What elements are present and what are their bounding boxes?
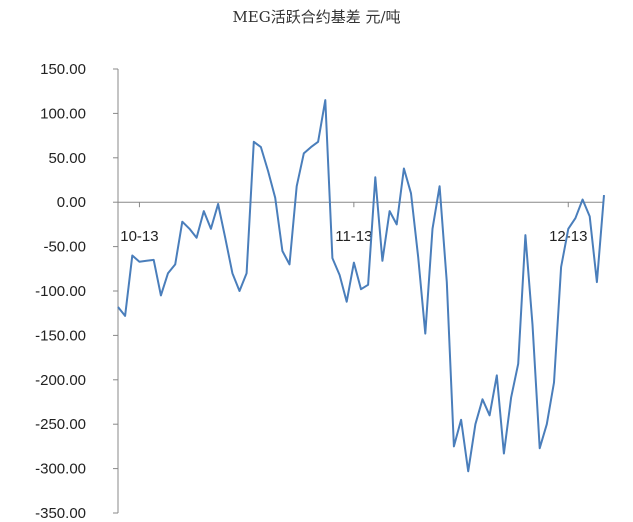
data-point: [489, 414, 491, 416]
data-point: [303, 152, 305, 154]
data-point: [467, 470, 469, 472]
data-point: [446, 281, 448, 283]
data-point: [381, 260, 383, 262]
x-tick-label: 10-13: [120, 228, 158, 245]
data-point: [567, 228, 569, 230]
data-point: [360, 288, 362, 290]
data-point: [210, 228, 212, 230]
data-point: [324, 99, 326, 101]
data-point: [296, 185, 298, 187]
data-point: [496, 374, 498, 376]
data-point: [260, 146, 262, 148]
data-point: [188, 228, 190, 230]
data-point: [403, 167, 405, 169]
data-point: [389, 210, 391, 212]
data-point: [289, 263, 291, 265]
data-point: [574, 217, 576, 219]
data-point: [417, 256, 419, 258]
y-tick-label: -300.00: [35, 461, 86, 478]
data-point: [124, 315, 126, 317]
data-point: [510, 397, 512, 399]
data-point: [203, 210, 205, 212]
data-point: [281, 250, 283, 252]
data-point: [431, 228, 433, 230]
data-point: [374, 176, 376, 178]
data-point: [560, 266, 562, 268]
data-point: [231, 272, 233, 274]
data-point: [546, 423, 548, 425]
data-point: [196, 237, 198, 239]
y-tick-label: 100.00: [40, 105, 86, 122]
data-point: [339, 274, 341, 276]
y-tick-label: 0.00: [57, 194, 86, 211]
y-tick-label: -50.00: [43, 239, 86, 256]
chart-title: MEG活跃合约基差 元/吨: [232, 8, 401, 26]
data-point: [424, 333, 426, 335]
data-point: [517, 363, 519, 365]
data-point: [582, 199, 584, 201]
data-point: [274, 197, 276, 199]
x-tick-label: 11-13: [335, 228, 372, 245]
data-point: [346, 301, 348, 303]
y-axis: 150.00 100.00 50.00 0.00 -50.00 -100.00 -150.0…: [35, 61, 119, 522]
data-point: [453, 445, 455, 447]
y-tick-label: -250.00: [35, 416, 86, 433]
data-point: [396, 223, 398, 225]
data-point: [410, 192, 412, 194]
y-tick-label: -200.00: [35, 372, 86, 389]
data-point: [474, 423, 476, 425]
data-point: [367, 284, 369, 286]
y-tick-label: 50.00: [48, 150, 86, 167]
x-tick-label: 12-13: [549, 228, 587, 245]
data-point: [539, 447, 541, 449]
series-line: [117, 99, 605, 473]
data-point: [138, 261, 140, 263]
data-point: [153, 259, 155, 261]
y-tick-label: -100.00: [35, 283, 86, 300]
data-point: [146, 260, 148, 262]
data-point: [532, 324, 534, 326]
data-point: [439, 185, 441, 187]
data-point: [117, 306, 119, 308]
data-point: [603, 194, 605, 196]
data-point: [239, 290, 241, 292]
y-tick-label: -350.00: [35, 505, 86, 522]
y-tick-label: 150.00: [40, 61, 86, 78]
data-point: [217, 203, 219, 205]
data-point: [460, 419, 462, 421]
data-point: [167, 272, 169, 274]
data-point: [246, 272, 248, 274]
data-point: [181, 221, 183, 223]
data-point: [503, 453, 505, 455]
data-point: [160, 294, 162, 296]
data-point: [131, 254, 133, 256]
data-point: [174, 263, 176, 265]
data-point: [353, 262, 355, 264]
data-point: [310, 146, 312, 148]
y-tick-label: -150.00: [35, 327, 86, 344]
data-point: [524, 234, 526, 236]
data-point: [224, 237, 226, 239]
data-point: [253, 141, 255, 143]
series-layer: [117, 99, 605, 473]
data-point: [267, 170, 269, 172]
data-point: [482, 398, 484, 400]
data-point: [317, 141, 319, 143]
data-point: [331, 257, 333, 259]
data-point: [596, 281, 598, 283]
data-point: [553, 381, 555, 383]
data-point: [589, 215, 591, 217]
